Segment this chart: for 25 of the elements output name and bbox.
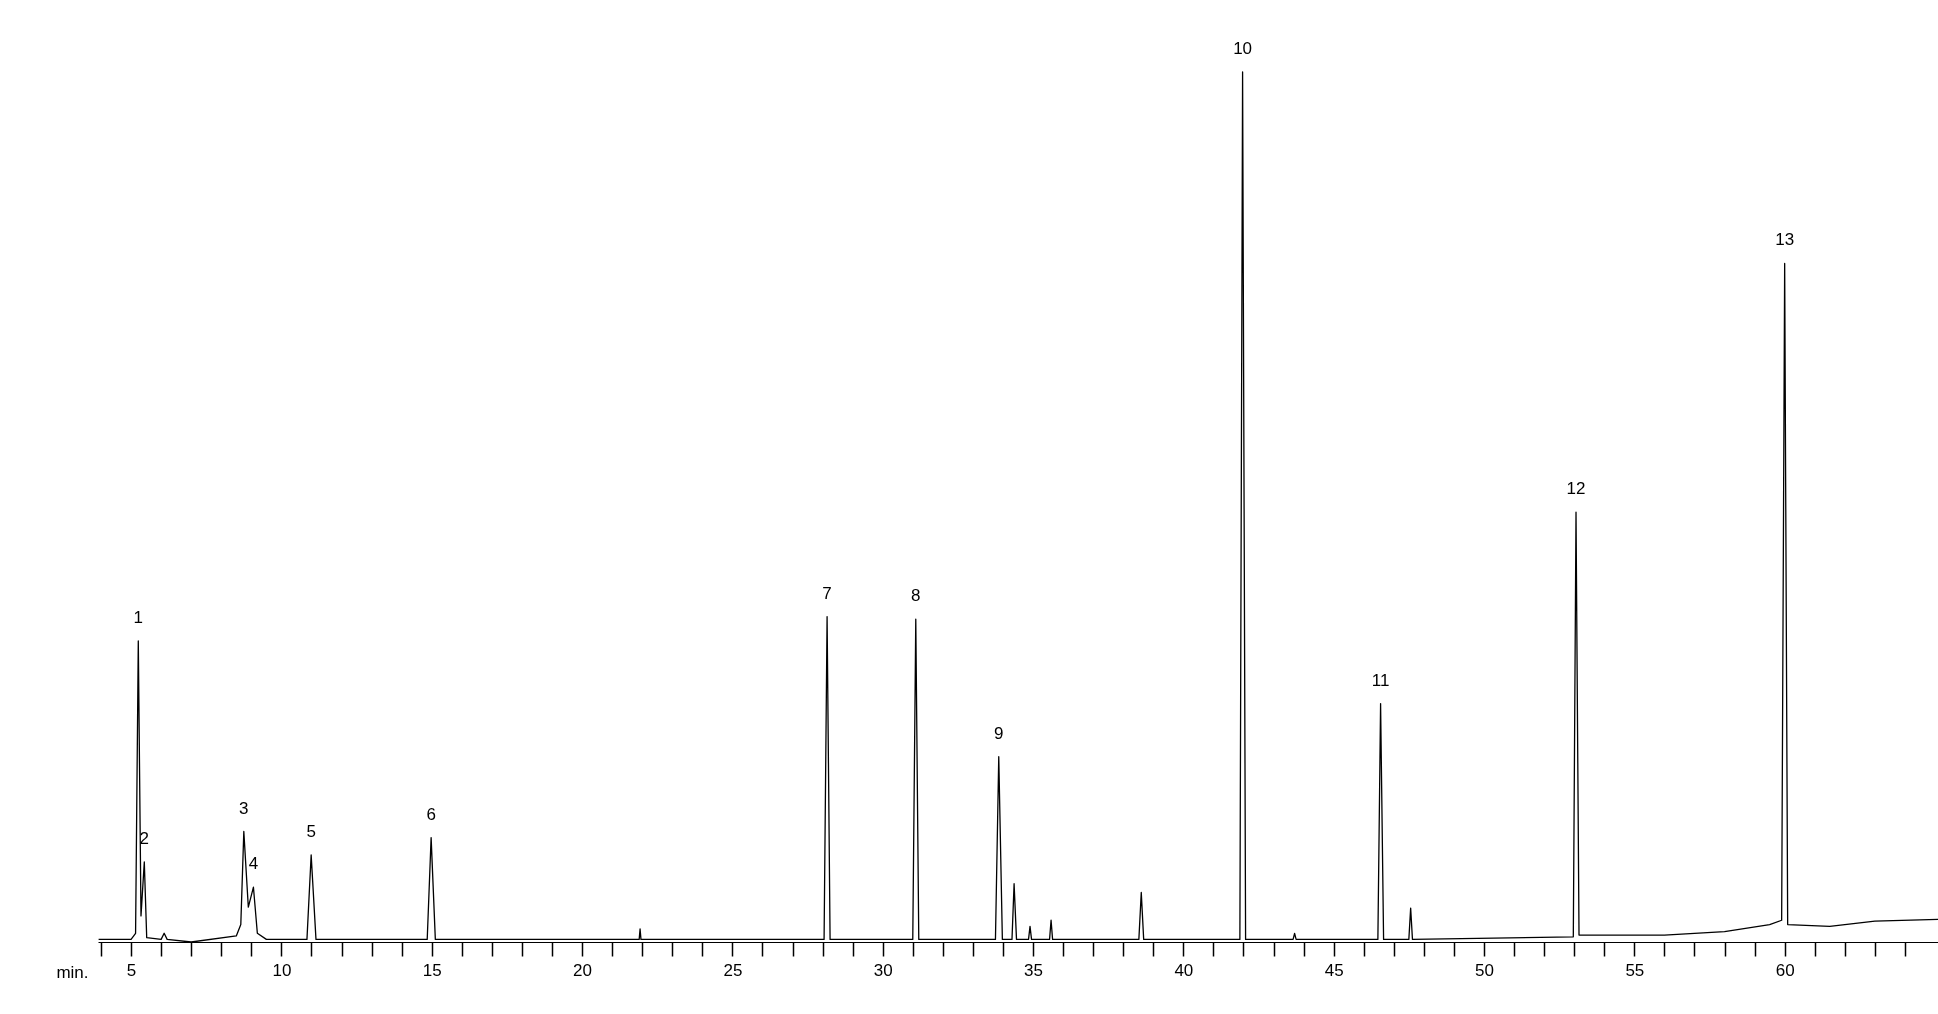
annotation: 5 <box>306 822 316 841</box>
annotation: 11 <box>1371 670 1390 690</box>
annotation: 3 <box>239 798 249 818</box>
x-tick-label: 40 <box>1174 960 1194 980</box>
x-axis-title: min. <box>56 962 89 982</box>
annotation: 9 <box>994 723 1004 743</box>
annotation: 4 <box>248 854 259 874</box>
annotation: 1 <box>133 607 144 627</box>
x-tick-label: 55 <box>1625 960 1645 980</box>
annotation: 8 <box>911 586 921 606</box>
x-tick-label: 5 <box>126 960 137 980</box>
annotation: 13 <box>1775 230 1795 250</box>
annotation: 10 <box>1233 39 1253 58</box>
x-tick-label: 25 <box>723 960 743 980</box>
x-tick-label: 35 <box>1024 960 1043 980</box>
annotation: 6 <box>426 804 436 824</box>
x-tick-label: 45 <box>1324 960 1344 980</box>
x-tick-label: 20 <box>573 960 593 980</box>
x-tick-label: 50 <box>1475 960 1494 980</box>
x-tick-label: 60 <box>1775 960 1795 980</box>
x-tick-label: 10 <box>272 960 292 980</box>
annotation: 12 <box>1566 479 1586 499</box>
annotation: 7 <box>822 583 832 603</box>
x-tick-label: 30 <box>873 960 893 980</box>
x-tick-label: 15 <box>422 960 442 980</box>
